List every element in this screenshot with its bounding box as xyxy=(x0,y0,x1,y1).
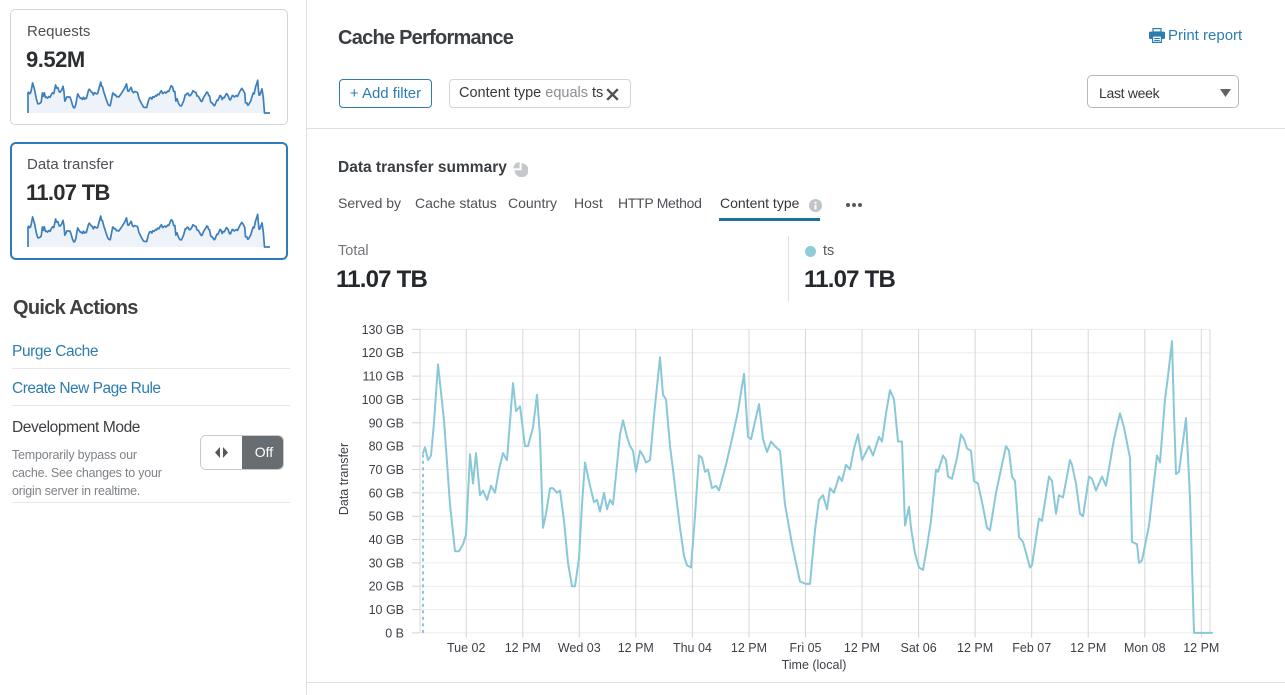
svg-text:Fri 05: Fri 05 xyxy=(790,641,822,655)
svg-text:Data transfer: Data transfer xyxy=(337,443,351,515)
svg-text:12 PM: 12 PM xyxy=(731,641,767,655)
svg-text:110 GB: 110 GB xyxy=(363,370,404,384)
svg-text:12 PM: 12 PM xyxy=(618,641,654,655)
svg-text:Sat 06: Sat 06 xyxy=(901,641,937,655)
svg-text:130 GB: 130 GB xyxy=(362,323,404,337)
svg-text:Feb 07: Feb 07 xyxy=(1012,641,1051,655)
svg-text:120 GB: 120 GB xyxy=(362,346,404,360)
svg-text:12 PM: 12 PM xyxy=(1070,641,1106,655)
svg-text:70 GB: 70 GB xyxy=(369,463,404,477)
svg-text:Tue 02: Tue 02 xyxy=(447,641,486,655)
svg-text:90 GB: 90 GB xyxy=(369,416,404,430)
svg-text:0 B: 0 B xyxy=(385,626,404,640)
svg-text:50 GB: 50 GB xyxy=(369,510,404,524)
svg-text:40 GB: 40 GB xyxy=(369,533,404,547)
svg-text:12 PM: 12 PM xyxy=(957,641,993,655)
svg-text:Thu 04: Thu 04 xyxy=(673,641,712,655)
svg-text:60 GB: 60 GB xyxy=(369,486,404,500)
svg-text:20 GB: 20 GB xyxy=(369,580,404,594)
svg-text:Time (local): Time (local) xyxy=(782,658,847,672)
svg-text:12 PM: 12 PM xyxy=(1183,641,1219,655)
svg-text:80 GB: 80 GB xyxy=(369,440,404,454)
svg-text:10 GB: 10 GB xyxy=(369,603,404,617)
svg-text:12 PM: 12 PM xyxy=(505,641,541,655)
svg-text:30 GB: 30 GB xyxy=(369,556,404,570)
svg-text:Wed 03: Wed 03 xyxy=(558,641,601,655)
svg-text:12 PM: 12 PM xyxy=(844,641,880,655)
svg-text:100 GB: 100 GB xyxy=(362,393,404,407)
svg-text:Mon 08: Mon 08 xyxy=(1124,641,1166,655)
